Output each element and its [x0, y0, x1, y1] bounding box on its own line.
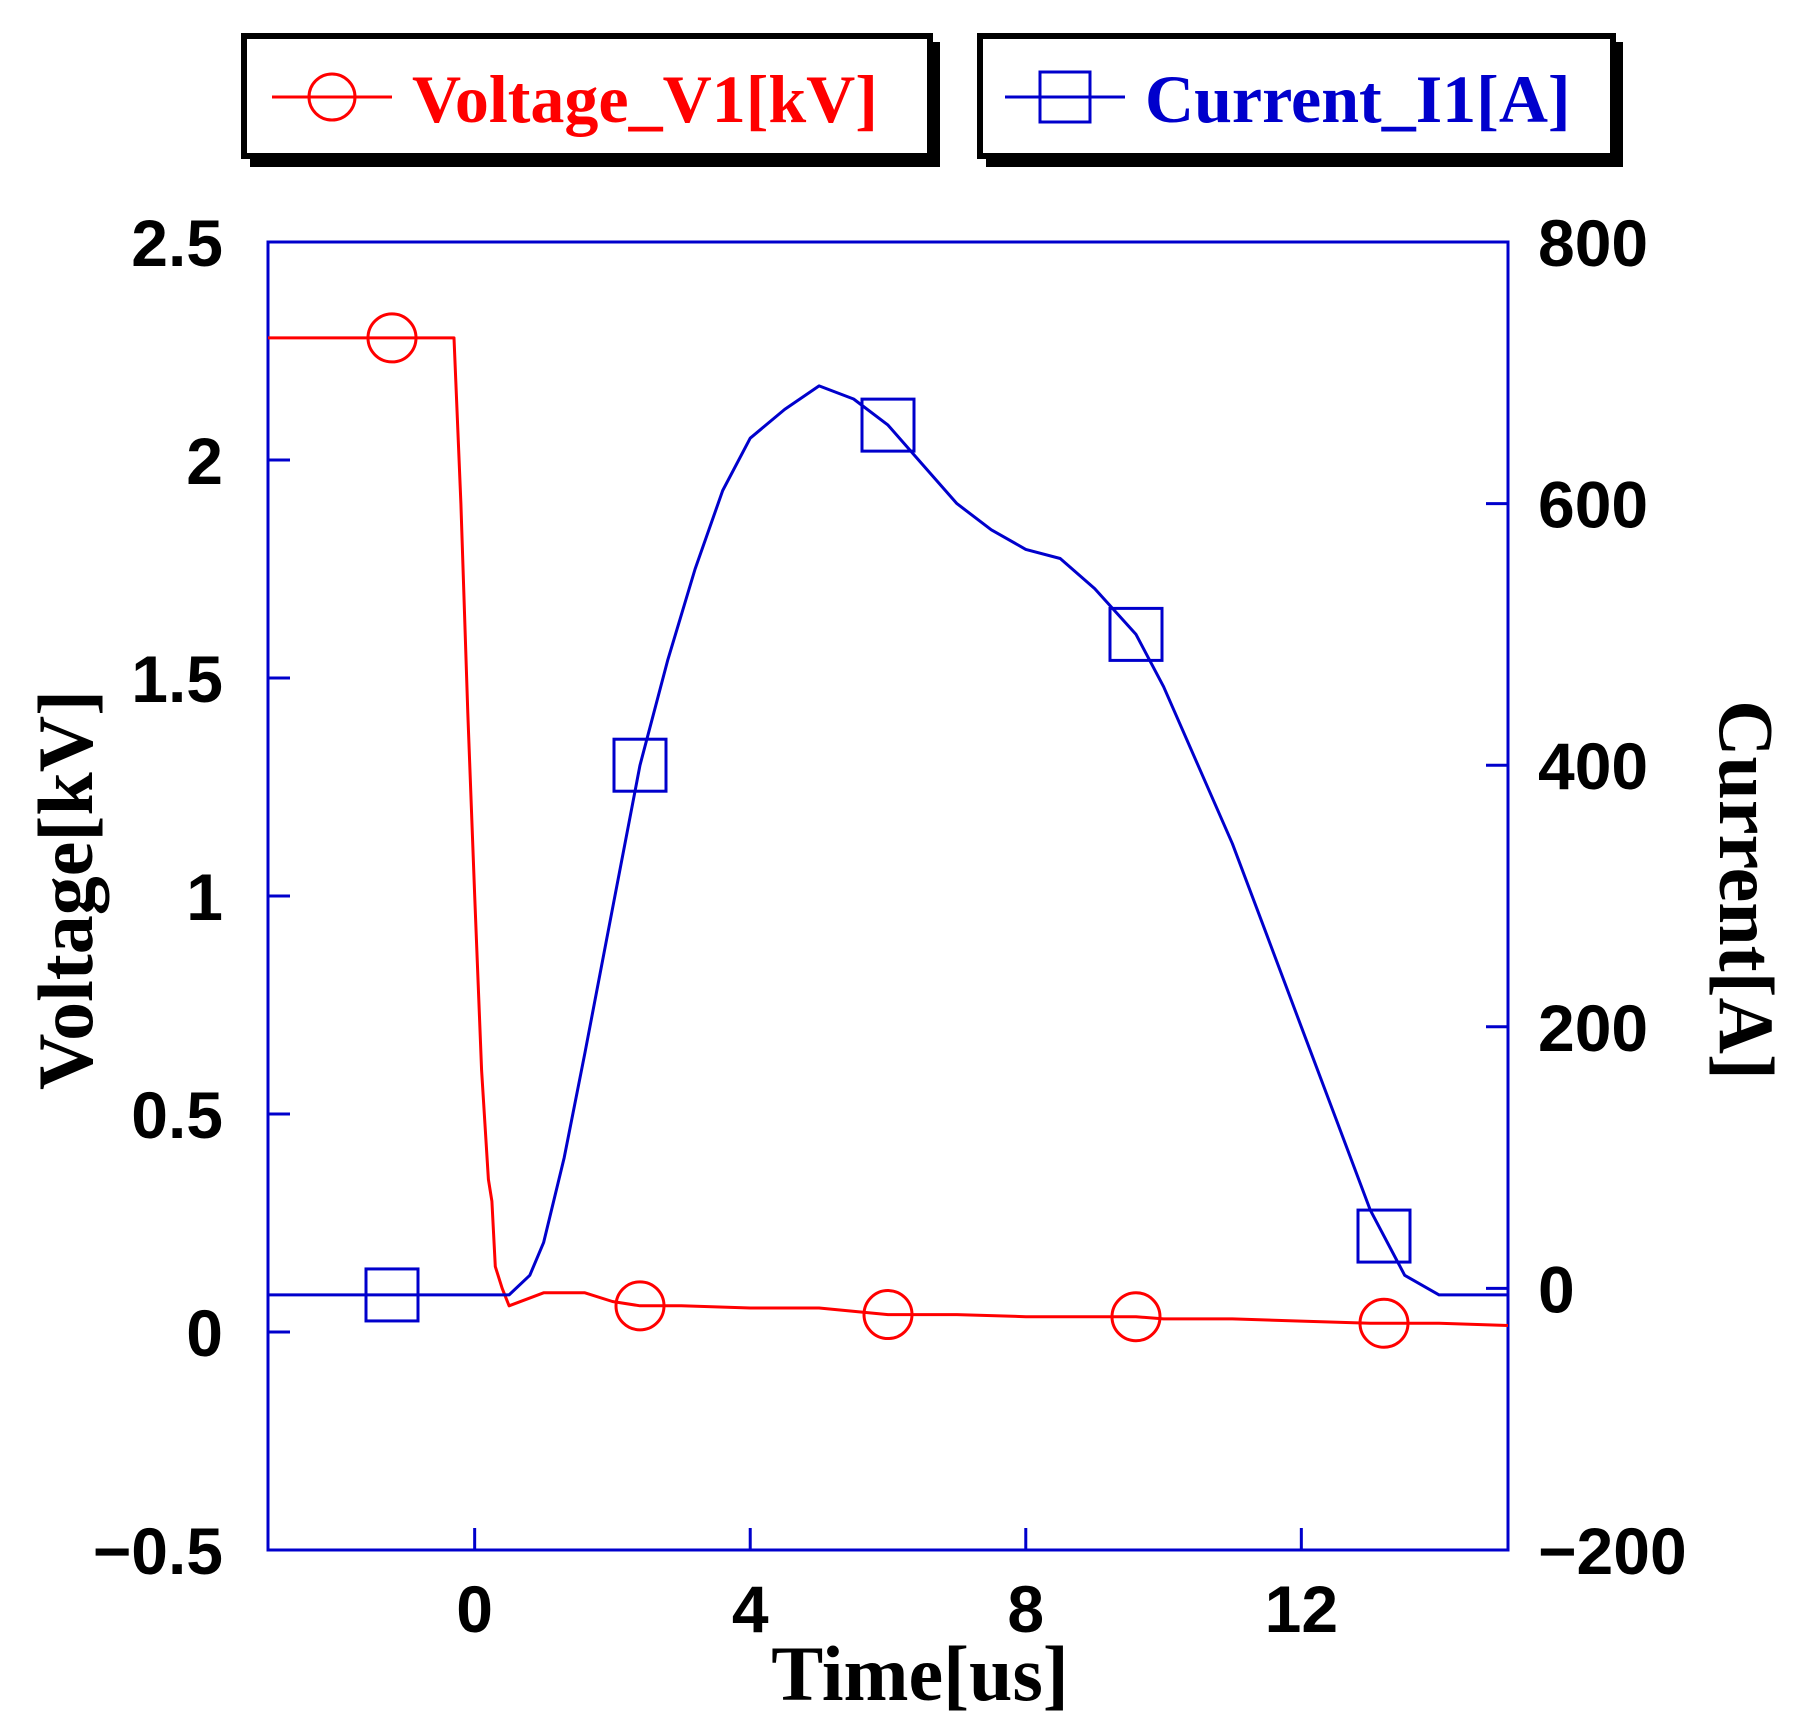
- x-axis-title: Time[us]: [771, 1630, 1069, 1713]
- plot-frame: [266, 240, 1510, 1552]
- y-tick-label: 0: [186, 1296, 223, 1370]
- current-marker: [364, 1267, 420, 1323]
- legend-current-swatch: [1005, 70, 1125, 124]
- voltage-marker: [614, 1280, 666, 1332]
- y-tick-label: −0.5: [93, 1514, 223, 1588]
- series-line-current: [268, 384, 1508, 1297]
- legend-label-current: Current_I1[A]: [1145, 61, 1571, 137]
- legend-voltage-swatch: [272, 72, 392, 122]
- y2-tick-label: 0: [1538, 1252, 1575, 1326]
- y-tick-label: 0.5: [131, 1078, 223, 1152]
- x-tick-label: 4: [732, 1572, 769, 1646]
- x-tick-label: 8: [1007, 1572, 1044, 1646]
- current-marker: [1356, 1208, 1412, 1264]
- y2-tick-label: −200: [1538, 1514, 1687, 1588]
- x-tick-label: 0: [456, 1572, 493, 1646]
- voltage-marker: [1110, 1291, 1162, 1343]
- voltage-marker: [1358, 1297, 1410, 1349]
- series-layer: [268, 312, 1509, 1349]
- y-axis-title: Voltage[kV]: [22, 690, 109, 1090]
- y-tick-label: 1.5: [131, 642, 223, 716]
- y2-tick-label: 800: [1538, 206, 1648, 280]
- current-marker: [860, 397, 916, 453]
- y2-tick-label: 400: [1538, 729, 1648, 803]
- y-tick-label: 1: [186, 860, 223, 934]
- current-marker: [1108, 606, 1164, 662]
- y-tick-label: 2: [186, 424, 223, 498]
- legend: Voltage_V1[kV] Current_I1[A]: [241, 33, 1623, 167]
- voltage-marker: [862, 1289, 914, 1341]
- y2-tick-label: 600: [1538, 468, 1648, 542]
- y2-tick-label: 200: [1538, 991, 1648, 1065]
- series-line-voltage: [268, 336, 1509, 1327]
- y2-axis-title: Current[A]: [1703, 700, 1790, 1080]
- current-marker: [612, 737, 668, 793]
- tick-labels: 0 4 8 12 −0.5 0 0.5 1 1.5 2 2.5 −200 0 200 400 600 800: [93, 206, 1687, 1646]
- x-tick-label: 12: [1265, 1572, 1338, 1646]
- axis-ticks: [268, 240, 1508, 1552]
- y-tick-label: 2.5: [131, 206, 223, 280]
- voltage-marker: [366, 312, 418, 364]
- legend-label-voltage: Voltage_V1[kV]: [412, 61, 878, 137]
